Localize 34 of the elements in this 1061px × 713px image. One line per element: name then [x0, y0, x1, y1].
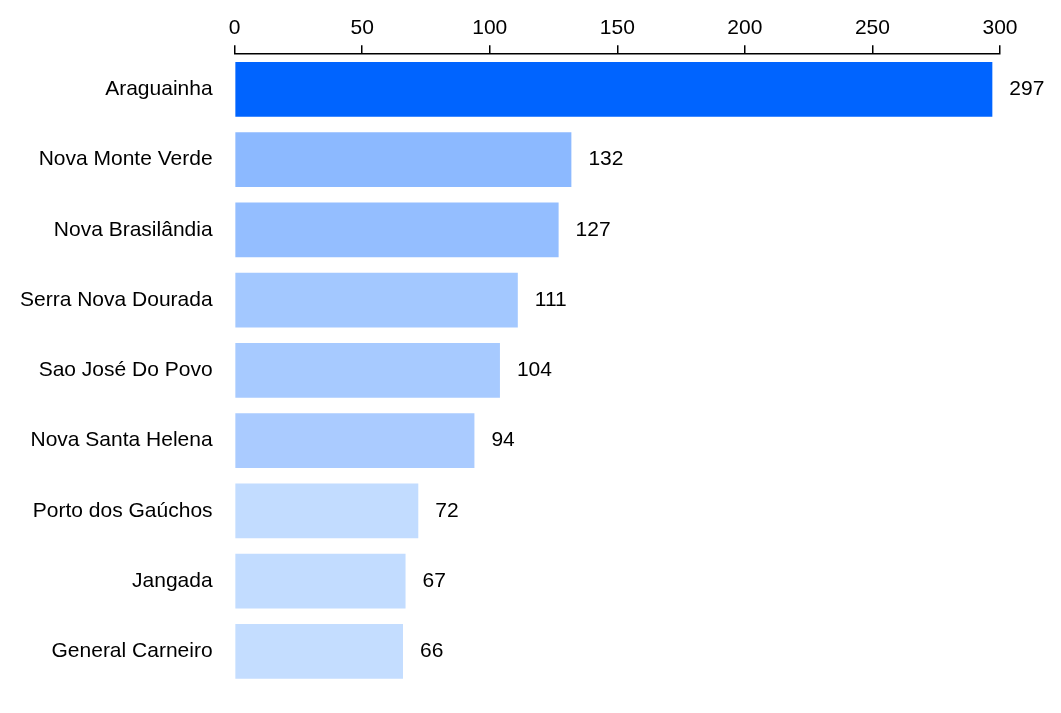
bar	[235, 483, 419, 539]
data-label: 111	[534, 286, 567, 310]
bar	[235, 272, 518, 328]
bar	[235, 553, 406, 609]
data-label: 127	[575, 216, 611, 240]
data-label: 132	[588, 146, 624, 170]
data-label: 297	[1009, 76, 1045, 100]
x-tick-label: 0	[228, 15, 241, 39]
x-tick-label: 100	[472, 15, 508, 39]
bar	[235, 132, 572, 187]
bar	[235, 413, 475, 468]
data-label: 104	[516, 357, 553, 381]
data-label: 66	[419, 638, 444, 662]
x-tick-label: 300	[982, 15, 1018, 39]
data-label: 94	[491, 427, 516, 451]
y-tick-label: Nova Santa Helena	[30, 427, 213, 451]
y-tick-label: Sao José Do Povo	[38, 357, 213, 381]
bar	[235, 61, 993, 117]
y-tick-label: Nova Brasilândia	[53, 216, 213, 240]
y-tick-label: Jangada	[132, 567, 213, 591]
y-tick-label: Araguainha	[105, 76, 213, 100]
data-label: 67	[422, 567, 446, 591]
x-tick-label: 150	[599, 15, 635, 39]
y-tick-label: Porto dos Gaúchos	[32, 497, 213, 521]
x-tick-label: 250	[854, 15, 890, 39]
bar	[235, 342, 500, 398]
y-tick-label: General Carneiro	[51, 638, 213, 662]
bar	[235, 623, 403, 679]
x-tick-label: 50	[350, 15, 374, 39]
bar	[235, 202, 559, 258]
data-label: 72	[435, 497, 459, 521]
y-tick-label: Serra Nova Dourada	[19, 286, 213, 310]
y-tick-label: Nova Monte Verde	[38, 146, 213, 170]
x-tick-label: 200	[727, 15, 763, 39]
